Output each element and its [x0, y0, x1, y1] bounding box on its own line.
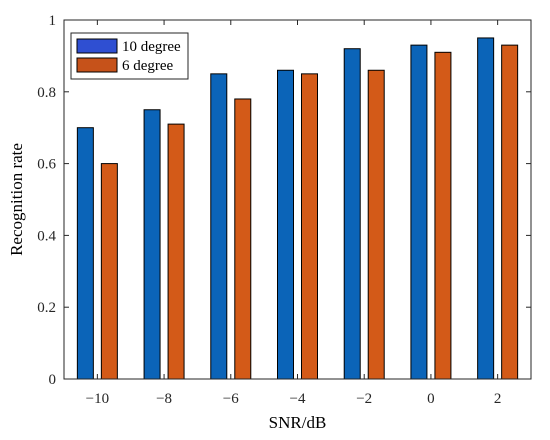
bar-series-2-0 — [434, 51, 452, 380]
legend-label-2: 6 degree — [122, 58, 174, 74]
bar-series-1--6 — [210, 73, 228, 380]
x-tick-labels: −10 −8 −6 −4 −2 0 2 — [86, 391, 502, 407]
axes-group — [63, 19, 532, 380]
x-tick-label: 0 — [427, 391, 435, 407]
x-tick-label: −10 — [86, 391, 109, 407]
legend-swatch-1 — [76, 38, 118, 54]
bar-series-2--4 — [301, 73, 318, 380]
plot-area — [64, 20, 531, 379]
x-tick-label: −6 — [223, 391, 239, 407]
y-tick-label: 0.6 — [37, 157, 56, 173]
bar-series-2--10 — [100, 163, 118, 380]
x-tick-label: 2 — [494, 391, 502, 407]
y-tick-labels: 0 0.2 0.4 0.6 0.8 1 — [37, 13, 56, 388]
x-tick-label: −4 — [290, 391, 306, 407]
bar-series-1--4 — [277, 69, 294, 380]
x-tick-label: −2 — [356, 391, 372, 407]
legend-label-1: 10 degree — [122, 39, 181, 55]
y-tick-label: 0 — [49, 372, 57, 388]
legend: 10 degree 6 degree — [70, 32, 189, 80]
bar-series-2--8 — [167, 123, 185, 380]
bar-series-1--2 — [343, 48, 361, 380]
y-tick-label: 0.4 — [37, 228, 56, 244]
legend-swatch-2 — [76, 57, 118, 73]
x-tick-label: −8 — [156, 391, 172, 407]
bar-series-1-0 — [410, 44, 428, 380]
y-axis-label: Recognition rate — [7, 143, 26, 256]
bars-group — [76, 37, 519, 380]
y-tick-label: 1 — [49, 13, 57, 29]
bar-series-1--8 — [143, 109, 161, 380]
bar-series-2-2 — [501, 44, 519, 380]
y-tick-label: 0.2 — [37, 300, 56, 316]
bar-series-2--6 — [234, 98, 252, 380]
bar-series-1--10 — [76, 127, 94, 380]
y-tick-label: 0.8 — [37, 85, 56, 101]
x-axis-label: SNR/dB — [269, 413, 327, 432]
bar-series-2--2 — [367, 69, 385, 380]
bar-series-1-2 — [477, 37, 495, 380]
